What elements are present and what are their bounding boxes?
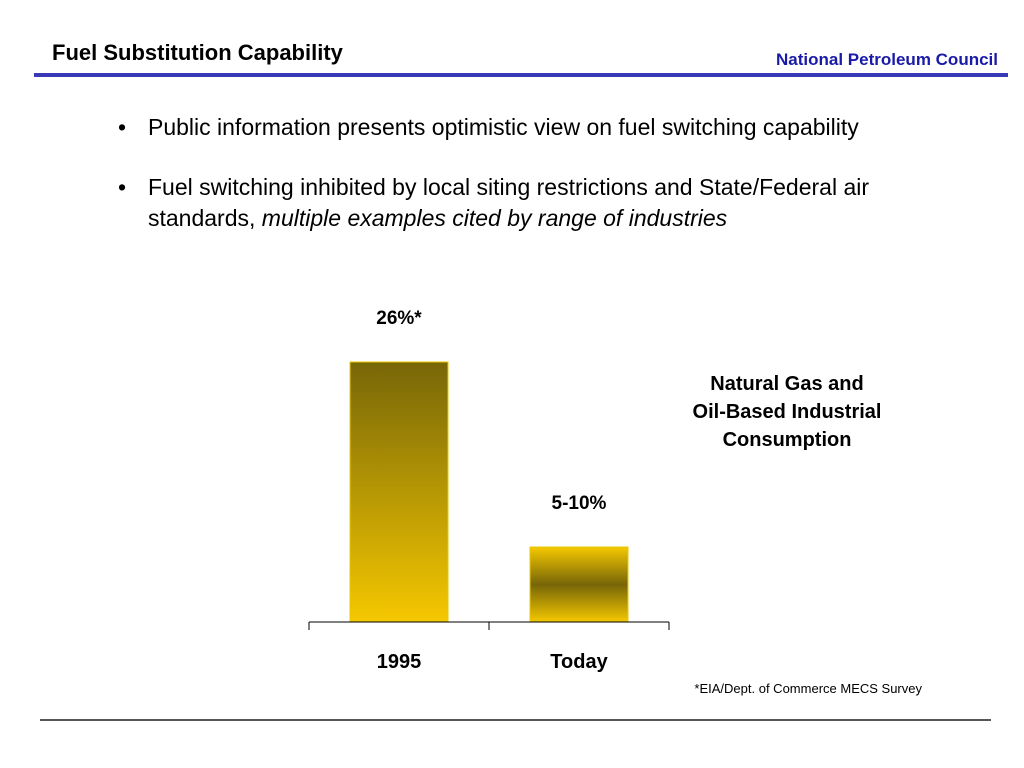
series-label-line: Natural Gas and [710,373,864,395]
bullet-marker: • [118,114,127,140]
bullet-list: • Public information presents optimistic… [118,112,938,263]
source-footnote: *EIA/Dept. of Commerce MECS Survey [694,681,922,696]
series-label: Natural Gas and Oil-Based Industrial Consu… [660,370,914,454]
bullet-item: • Public information presents optimistic… [118,112,938,143]
header-divider [34,73,1008,77]
bullet-item: • Fuel switching inhibited by local siti… [118,172,938,234]
bullet-text: Fuel switching inhibited by local siting… [148,174,870,231]
series-label-line: Oil-Based Industrial [692,401,882,423]
data-label: 26%* [376,308,422,329]
data-label: 5-10% [552,493,607,514]
x-tick-label: Today [550,651,608,673]
bullet-marker: • [118,174,127,200]
bar-1995 [349,361,449,623]
footer-divider [40,719,991,721]
page-title: Fuel Substitution Capability [52,40,343,65]
bullet-text: Public information presents optimistic v… [148,114,859,140]
x-tick-label: 1995 [377,651,422,673]
organization-name: National Petroleum Council [776,50,998,69]
bullet-emphasis: multiple examples cited by range of indu… [261,205,728,231]
bar-today [529,546,629,623]
series-label-line: Consumption [722,429,852,451]
